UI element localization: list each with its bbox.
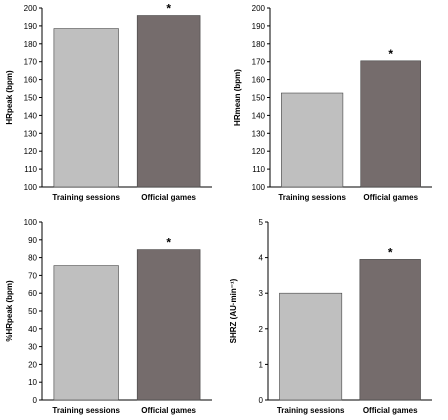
chart-panel-2: 100 110 120 130 140 150 160 170 180 190 200 HRmean … [233,4,432,202]
y-tick-label: 180 [252,40,266,49]
y-tick-label: 100 [24,183,38,192]
y-tick-label: 20 [28,360,37,369]
x-category-label: Official games [141,406,196,415]
chart-panel-4: 0 1 2 3 4 5 SHRZ (AU·min⁻¹) Training sessions Of… [229,218,432,415]
y-tick-label: 200 [252,4,266,13]
y-tick-label: 170 [24,58,38,67]
y-tick-label: 3 [259,289,264,298]
y-tick-label: 120 [252,147,266,156]
x-category-label: Training sessions [278,193,346,202]
y-tick-label: 150 [252,94,266,103]
y-tick-label: 140 [24,111,38,120]
bar-official-games [359,259,421,401]
x-category-label: Official games [363,406,418,415]
y-tick-label: 90 [28,236,37,245]
y-tick-label: 180 [24,40,38,49]
y-tick-label: 110 [24,165,37,174]
x-category-label: Training sessions [52,406,120,415]
bar-official-games [136,249,201,401]
y-tick-label: 130 [252,129,266,138]
y-tick-label: 190 [24,22,38,31]
bar-official-games [360,60,421,188]
y-tick-label: 0 [33,396,38,405]
y-tick-label: 200 [24,4,38,13]
y-tick-label: 100 [24,218,38,227]
y-tick-label: 110 [252,165,265,174]
y-tick-label: 120 [24,147,38,156]
y-tick-label: 40 [28,325,37,334]
y-tick-label: 160 [252,76,266,85]
y-axis-label: %HRpeak (bpm) [5,280,14,342]
bar-training-sessions [281,92,344,188]
significance-marker: * [388,245,393,259]
y-tick-label: 150 [24,94,38,103]
y-tick-label: 0 [259,396,264,405]
x-category-label: Official games [363,193,418,202]
chart-panel-1: 100 110 120 130 140 150 160 170 180 190 200 HRpeak … [5,2,212,202]
y-tick-label: 140 [252,111,266,120]
bar-training-sessions [53,28,119,188]
y-tick-label: 30 [28,343,37,352]
x-category-label: Official games [141,193,196,202]
x-category-label: Training sessions [277,406,345,415]
bar-official-games [136,15,201,188]
chart-panel-3: 0 10 20 30 40 50 60 70 80 90 100 %HRpeak (bpm) Train… [5,218,212,415]
y-tick-label: 170 [252,58,266,67]
y-tick-label: 190 [252,22,266,31]
y-tick-label: 2 [259,325,264,334]
y-tick-label: 130 [24,129,38,138]
y-tick-label: 10 [28,378,37,387]
y-tick-label: 60 [28,289,37,298]
significance-marker: * [166,236,171,250]
y-tick-label: 100 [252,183,266,192]
y-tick-label: 160 [24,76,38,85]
significance-marker: * [166,2,171,16]
x-category-label: Training sessions [52,193,120,202]
significance-marker: * [388,47,393,61]
y-axis-label: HRpeak (bpm) [5,70,14,125]
y-tick-label: 5 [259,218,264,227]
y-tick-label: 50 [28,307,37,316]
y-axis-label: SHRZ (AU·min⁻¹) [229,278,238,343]
y-tick-label: 4 [259,254,264,263]
y-tick-label: 70 [28,271,37,280]
y-tick-label: 1 [259,360,264,369]
y-axis-label: HRmean (bpm) [233,69,242,126]
bar-training-sessions [53,265,119,401]
y-tick-label: 80 [28,254,37,263]
bar-training-sessions [279,292,343,401]
